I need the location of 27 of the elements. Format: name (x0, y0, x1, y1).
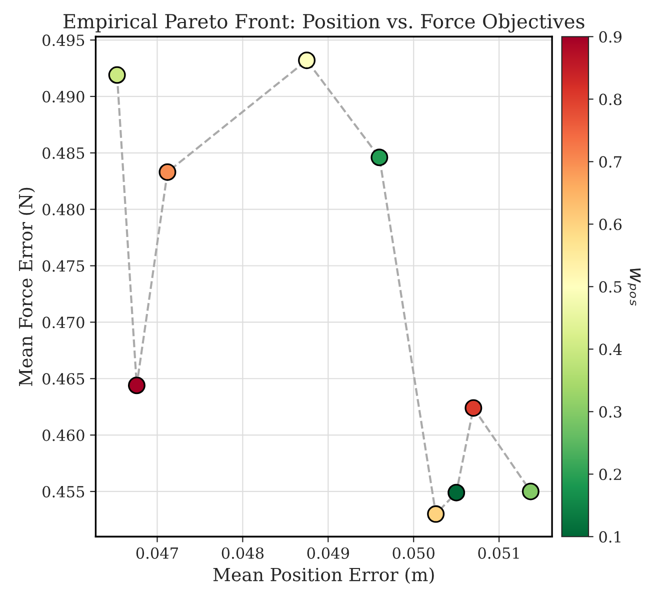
y-tick-label: 0.475 (42, 260, 84, 272)
chart-title: Empirical Pareto Front: Position vs. Force Objectives (64, 14, 584, 33)
y-tick-label: 0.490 (42, 90, 84, 102)
x-tick-label: 0.047 (136, 547, 178, 559)
color-bar-label: 0.5 (599, 281, 622, 293)
color-bar-title: wₚₒₛ (628, 268, 641, 306)
y-tick-label: 0.465 (42, 373, 84, 385)
color-bar-label: 0.4 (599, 344, 622, 356)
color-bar-label: 0.8 (599, 94, 622, 106)
y-axis-title: Mean Force Error (N) (18, 188, 36, 386)
x-tick-label: 0.050 (392, 547, 434, 559)
x-axis-title: Mean Position Error (m) (213, 567, 434, 584)
y-tick-label: 0.480 (42, 204, 84, 216)
x-tick-label: 0.048 (222, 547, 264, 559)
y-tick-label: 0.495 (42, 34, 84, 46)
x-tick-label: 0.049 (307, 547, 349, 559)
color-bar-label: 0.2 (599, 468, 622, 480)
y-tick-label: 0.485 (42, 147, 84, 159)
x-tick-label: 0.051 (478, 547, 519, 559)
color-bar-label: 0.6 (599, 218, 622, 230)
color-bar-label: 0.1 (599, 531, 620, 543)
color-bar-label: 0.7 (599, 156, 622, 168)
y-tick-label: 0.460 (42, 430, 84, 442)
y-tick-label: 0.455 (42, 486, 84, 498)
y-tick-label: 0.470 (42, 316, 84, 328)
color-bar-label: 0.9 (599, 31, 622, 43)
color-bar-label: 0.3 (599, 406, 622, 418)
